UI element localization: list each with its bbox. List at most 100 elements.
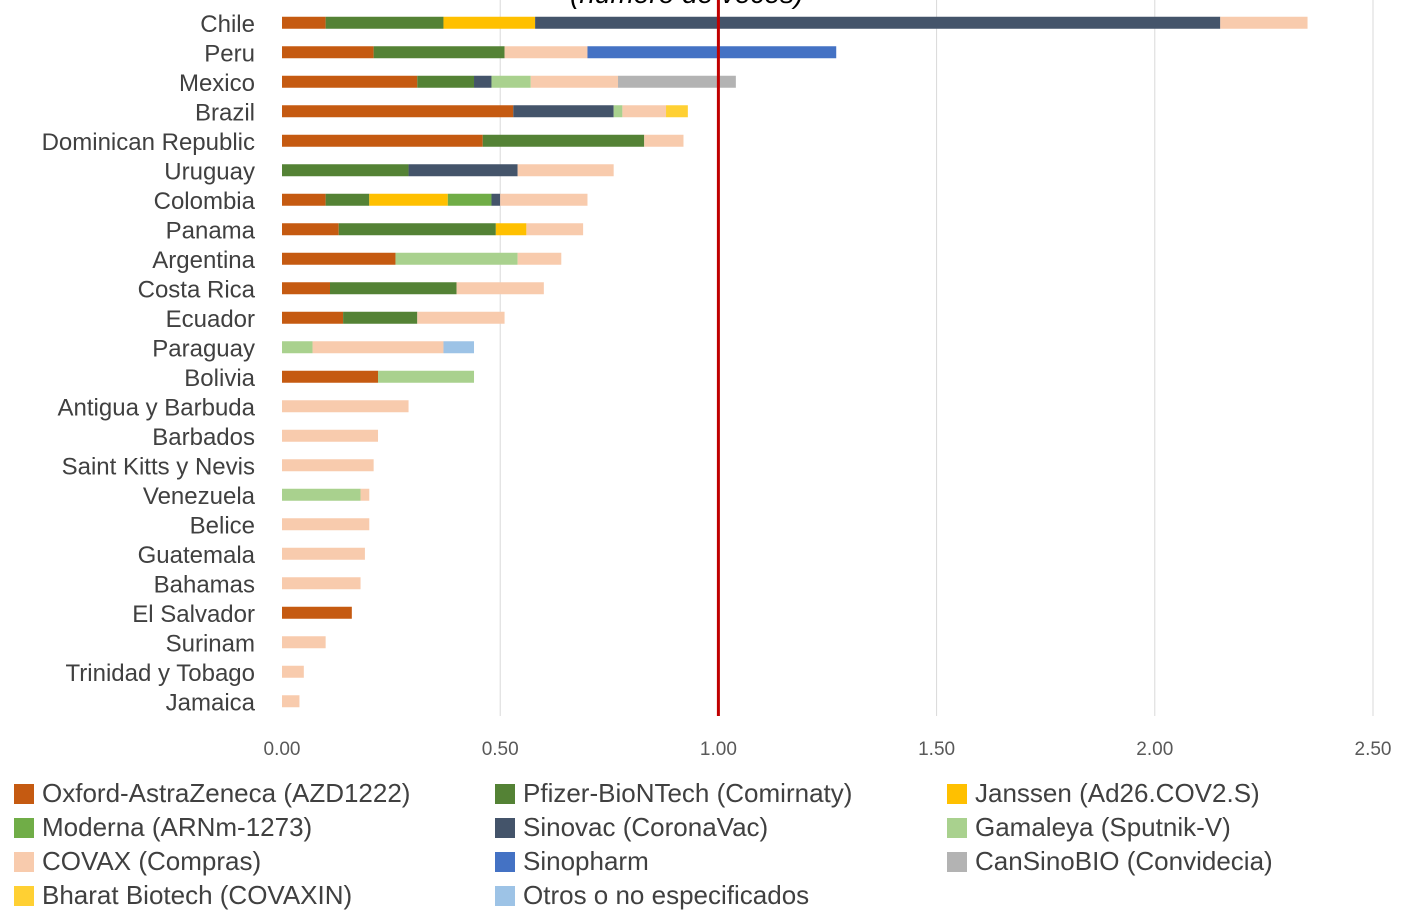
bar-segment <box>530 75 619 88</box>
bar-segment <box>443 16 536 29</box>
bar-segment <box>378 370 475 383</box>
legend-swatch <box>947 851 967 872</box>
legend-item: Otros o no especificados <box>495 880 809 911</box>
bar-segment <box>325 16 444 29</box>
category-label: Colombia <box>154 188 256 215</box>
bar-segment <box>282 518 370 531</box>
bar-segment <box>495 223 527 236</box>
legend-item: Moderna (ARNm-1273) <box>14 812 312 843</box>
legend-item: Janssen (Ad26.COV2.S) <box>947 778 1260 809</box>
category-label: Argentina <box>152 247 255 274</box>
legend-label: Gamaleya (Sputnik-V) <box>975 812 1231 842</box>
bar-segment <box>491 75 531 88</box>
bar-segment <box>618 75 736 88</box>
legend-item: Oxford-AstraZeneca (AZD1222) <box>14 778 410 809</box>
legend-swatch <box>495 885 515 906</box>
bar-segment <box>282 46 374 59</box>
bar-segment <box>622 105 667 118</box>
legend-label: COVAX (Compras) <box>42 846 262 876</box>
bar-segment <box>282 665 304 678</box>
bar-segment <box>282 400 409 413</box>
bar-segment <box>282 341 313 354</box>
bar-segment <box>312 341 444 354</box>
bar-segment <box>282 75 418 88</box>
x-tick-label: 0.50 <box>482 739 519 760</box>
bar-segment <box>517 164 614 177</box>
bar-segment <box>282 311 344 324</box>
bar-segment <box>282 282 331 295</box>
bar-segment <box>282 547 365 560</box>
bar-segment <box>447 193 492 206</box>
legend-item: COVAX (Compras) <box>14 846 261 877</box>
bar-segment <box>417 75 475 88</box>
x-tick-label: 1.00 <box>700 739 737 760</box>
bar-segment <box>282 164 409 177</box>
category-label: Paraguay <box>152 335 255 362</box>
bar-segment <box>482 134 645 147</box>
bar-segment <box>513 105 614 118</box>
category-label: Trinidad y Tobago <box>66 660 255 687</box>
category-label: Dominican Republic <box>42 129 255 156</box>
x-tick-label: 2.00 <box>1136 739 1173 760</box>
bar-segment <box>443 341 475 354</box>
legend-swatch <box>495 783 515 804</box>
bar-segment <box>282 16 326 29</box>
bar-segment <box>526 223 584 236</box>
bar-segment <box>282 459 374 472</box>
bar-segment <box>330 282 457 295</box>
bar-segment <box>666 105 688 118</box>
category-label: Peru <box>204 40 255 67</box>
bar-segment <box>587 46 837 59</box>
legend-swatch <box>495 851 515 872</box>
category-label: Ecuador <box>166 306 255 333</box>
legend-label: Sinovac (CoronaVac) <box>523 812 769 842</box>
legend-swatch <box>14 851 34 872</box>
legend-swatch <box>947 817 967 838</box>
bar-segment <box>535 16 1221 29</box>
category-label: Uruguay <box>164 158 255 185</box>
legend-item: Sinovac (CoronaVac) <box>495 812 768 843</box>
category-label: Surinam <box>166 630 255 657</box>
category-label: Chile <box>200 11 255 38</box>
legend-label: Sinopharm <box>523 846 649 876</box>
category-label: Mexico <box>179 70 255 97</box>
legend-swatch <box>14 783 34 804</box>
bar-segment <box>282 223 339 236</box>
category-label: Barbados <box>152 424 255 451</box>
bar-segment <box>282 429 379 442</box>
bar-segment <box>456 282 544 295</box>
legend-label: Janssen (Ad26.COV2.S) <box>975 778 1260 808</box>
legend-swatch <box>947 783 967 804</box>
legend-item: Gamaleya (Sputnik-V) <box>947 812 1231 843</box>
bar-segment <box>474 75 492 88</box>
bar-segment <box>282 105 514 118</box>
legend-item: Pfizer-BioNTech (Comirnaty) <box>495 778 852 809</box>
category-label: Costa Rica <box>138 276 256 303</box>
legend-label: Otros o no especificados <box>523 880 810 910</box>
bar-segment <box>282 193 326 206</box>
bar-segment <box>325 193 370 206</box>
bar-segment <box>282 577 361 590</box>
legend-swatch <box>495 817 515 838</box>
bar-segment <box>338 223 496 236</box>
bar-segment <box>282 606 352 619</box>
category-label: Panama <box>166 217 256 244</box>
category-label: Bolivia <box>184 365 255 392</box>
legend-item: Bharat Biotech (COVAXIN) <box>14 880 352 911</box>
bar-segment <box>282 695 300 708</box>
legend-swatch <box>14 885 34 906</box>
legend-label: Moderna (ARNm-1273) <box>42 812 313 842</box>
bar-segment <box>408 164 518 177</box>
bar-segment <box>282 488 361 501</box>
bar-segment <box>282 252 396 265</box>
bar-segment <box>500 193 588 206</box>
legend-label: CanSinoBIO (Convidecia) <box>975 846 1273 876</box>
bar-segment <box>343 311 418 324</box>
category-label: Antigua y Barbuda <box>58 394 256 421</box>
x-tick-label: 2.50 <box>1355 739 1392 760</box>
bar-segment <box>360 488 370 501</box>
bar-segment <box>369 193 448 206</box>
legend-label: Oxford-AstraZeneca (AZD1222) <box>42 778 411 808</box>
bar-segment <box>504 46 588 59</box>
